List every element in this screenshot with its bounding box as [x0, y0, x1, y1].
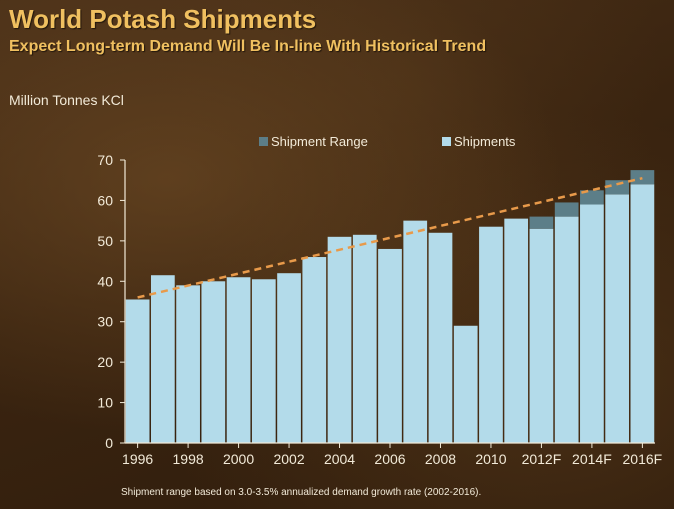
legend: Shipment Range Shipments [259, 134, 516, 149]
bar-shipments-2001 [251, 279, 276, 443]
bar-shipments-1999 [201, 281, 226, 443]
x-tick-label: 2012F [522, 451, 562, 467]
bar-shipments-2015F [605, 194, 630, 443]
bar-shipments-2013F [554, 216, 579, 443]
x-tick-label: 2004 [324, 451, 355, 467]
bar-shipments-2010 [479, 226, 503, 443]
x-tick-label: 2014F [572, 451, 612, 467]
y-axis-unit-label: Million Tonnes KCl [9, 92, 124, 108]
y-tick-label: 70 [97, 152, 113, 168]
bar-shipments-2000 [226, 277, 251, 443]
x-tick-label: 1996 [122, 451, 153, 467]
bar-shipments-2009 [453, 325, 478, 443]
bars-group [125, 170, 655, 443]
y-tick-label: 10 [97, 395, 113, 411]
bar-shipments-2005 [352, 234, 377, 443]
trend-line [137, 176, 643, 299]
bar-shipments-2008 [428, 232, 453, 443]
bar-shipments-2002 [277, 273, 301, 443]
bar-shipments-2006 [378, 248, 402, 443]
bar-range-2016F [630, 170, 655, 185]
legend-swatch-shipment-range [259, 137, 268, 146]
bar-shipments-2012F [529, 228, 554, 443]
y-tick-label: 0 [105, 435, 113, 451]
legend-swatch-shipments [442, 137, 451, 146]
bar-shipments-2011 [504, 218, 529, 443]
bar-range-2012F [529, 216, 554, 229]
bar-shipments-2004 [327, 236, 352, 443]
x-tick-label: 1998 [173, 451, 204, 467]
chart-title: World Potash Shipments [9, 4, 317, 34]
bar-shipments-2007 [403, 220, 428, 443]
bar-shipments-2016F [630, 184, 655, 443]
y-tick-label: 60 [97, 192, 113, 208]
x-tick-label: 2010 [475, 451, 506, 467]
x-tick-label: 2002 [273, 451, 304, 467]
x-tick-label: 2008 [425, 451, 456, 467]
y-tick-label: 50 [97, 233, 113, 249]
bar-shipments-2003 [302, 257, 327, 443]
y-tick-label: 40 [97, 273, 113, 289]
y-tick-label: 20 [97, 354, 113, 370]
bar-shipments-1998 [176, 285, 200, 443]
bar-shipments-1996 [125, 299, 150, 443]
bar-shipments-2014F [580, 204, 604, 443]
y-tick-label: 30 [97, 314, 113, 330]
footnote: Shipment range based on 3.0-3.5% annuali… [121, 487, 482, 498]
chart-subtitle: Expect Long-term Demand Will Be In-line … [9, 38, 487, 55]
axes-group: 0 10 20 30 40 50 60 70 1996 1998 2000 2002 2004 2006 2… [97, 152, 662, 467]
legend-label-shipments: Shipments [454, 134, 516, 149]
bar-range-2014F [580, 190, 604, 205]
x-tick-label: 2006 [374, 451, 405, 467]
bar-shipments-1997 [150, 275, 175, 443]
legend-label-shipment-range: Shipment Range [271, 134, 368, 149]
bar-range-2013F [554, 202, 579, 217]
x-tick-label: 2000 [223, 451, 254, 467]
x-tick-label: 2016F [623, 451, 663, 467]
trend-line-group [137, 176, 643, 299]
